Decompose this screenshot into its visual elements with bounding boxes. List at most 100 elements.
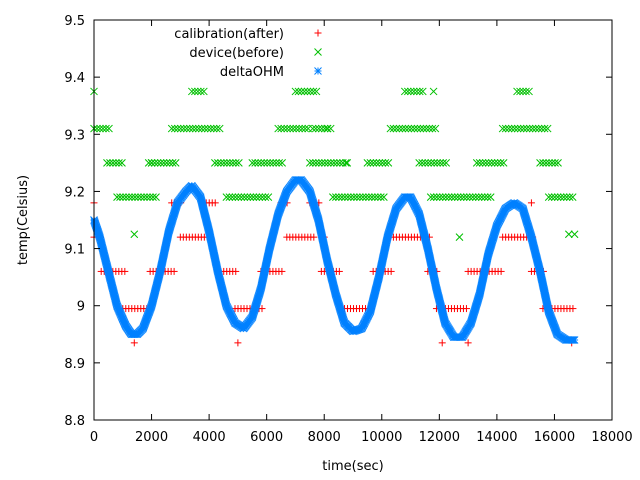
y-tick-label: 9.3	[64, 128, 85, 143]
data-point	[338, 193, 346, 201]
data-point	[130, 230, 139, 239]
data-point	[522, 87, 530, 96]
data-point	[481, 159, 490, 167]
data-point	[246, 193, 255, 201]
data-point	[545, 159, 553, 167]
data-point	[118, 159, 126, 167]
data-point	[243, 193, 252, 201]
data-point	[540, 124, 549, 133]
data-point	[317, 124, 326, 133]
series-deltaohm	[90, 176, 579, 344]
data-point	[490, 159, 499, 167]
data-point	[292, 124, 301, 133]
data-point	[374, 193, 382, 201]
data-point	[519, 87, 527, 96]
data-point	[212, 124, 221, 133]
data-point	[568, 193, 577, 201]
data-point	[323, 124, 331, 133]
data-point	[206, 124, 215, 133]
data-point	[403, 87, 412, 96]
data-point	[147, 159, 156, 167]
data-point	[487, 159, 496, 167]
data-point	[384, 159, 393, 167]
data-point	[134, 193, 142, 201]
data-point	[187, 87, 196, 96]
data-point	[140, 193, 148, 201]
data-point	[269, 159, 278, 167]
data-point	[362, 193, 370, 201]
y-tick-label: 9	[77, 300, 85, 315]
data-point	[475, 159, 484, 167]
data-point	[335, 267, 343, 275]
data-point	[310, 233, 318, 241]
data-point	[409, 87, 418, 96]
data-point	[380, 193, 388, 201]
data-point	[450, 193, 459, 201]
data-point	[386, 124, 395, 133]
data-point	[455, 233, 464, 241]
data-point	[513, 87, 521, 96]
data-point	[170, 267, 178, 275]
data-point	[522, 124, 531, 133]
data-point	[200, 124, 209, 133]
data-point	[468, 193, 477, 201]
x-tick-label: 10000	[361, 430, 402, 445]
data-point	[93, 124, 101, 133]
data-point	[425, 124, 434, 133]
data-point	[435, 193, 444, 201]
data-point	[499, 159, 508, 167]
data-point	[368, 193, 376, 201]
data-point	[173, 124, 182, 133]
data-point	[266, 159, 275, 167]
y-tick-label: 8.9	[64, 357, 85, 372]
data-point	[344, 193, 352, 201]
data-point	[363, 159, 372, 167]
data-point	[456, 193, 465, 201]
data-point	[113, 193, 121, 201]
data-point	[570, 336, 579, 344]
data-point	[381, 159, 390, 167]
y-tick-label: 9.1	[64, 243, 85, 258]
data-point	[400, 87, 409, 96]
data-point	[229, 159, 237, 167]
data-point	[528, 124, 537, 133]
data-point	[343, 159, 352, 167]
data-point	[329, 159, 338, 167]
data-point	[429, 87, 438, 96]
legend-entry-label: calibration(after)	[174, 27, 284, 42]
data-point	[314, 159, 323, 167]
data-point	[311, 124, 320, 133]
data-point	[329, 193, 337, 201]
data-point	[289, 124, 298, 133]
data-point	[547, 193, 556, 201]
data-point	[398, 124, 407, 133]
data-point	[320, 124, 329, 133]
data-point	[525, 124, 534, 133]
data-point	[326, 124, 335, 133]
data-point	[112, 159, 120, 167]
data-point	[258, 193, 267, 201]
data-point	[323, 159, 332, 167]
data-point	[278, 267, 286, 275]
data-point	[548, 159, 556, 167]
data-point	[278, 159, 287, 167]
data-point	[375, 159, 384, 167]
data-point	[462, 193, 471, 201]
data-point	[232, 267, 240, 275]
y-axis-title: temp(Celsius)	[16, 175, 31, 265]
data-point	[444, 193, 453, 201]
data-point	[162, 159, 171, 167]
y-tick-label: 9.5	[64, 14, 85, 29]
data-point	[332, 193, 340, 201]
data-point	[167, 124, 176, 133]
data-point	[516, 124, 525, 133]
data-point	[196, 87, 205, 96]
data-point	[260, 159, 269, 167]
data-point	[255, 193, 264, 201]
data-point	[300, 87, 309, 96]
data-point	[436, 159, 445, 167]
data-point	[121, 267, 129, 275]
data-point	[554, 159, 562, 167]
data-point	[387, 267, 395, 275]
data-point	[519, 124, 528, 133]
